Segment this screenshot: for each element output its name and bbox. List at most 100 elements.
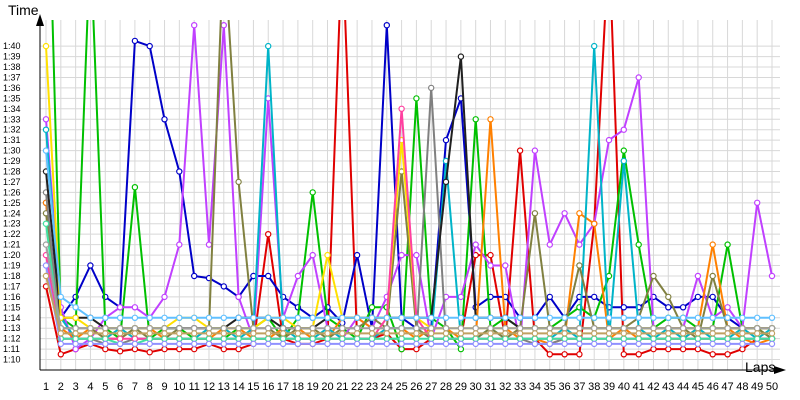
x-tick-label: 35: [544, 381, 556, 393]
data-point: [368, 340, 376, 348]
data-point: [146, 325, 153, 332]
data-point: [205, 335, 213, 342]
x-tick-label: 25: [395, 381, 407, 393]
data-point: [353, 314, 361, 321]
data-point: [190, 330, 198, 337]
data-point: [190, 22, 198, 29]
data-point: [754, 335, 761, 342]
data-point: [235, 340, 242, 348]
data-point: [324, 251, 331, 259]
data-point: [265, 325, 272, 332]
data-point: [635, 74, 642, 81]
data-point: [161, 330, 168, 337]
data-point: [561, 325, 568, 332]
data-point: [309, 189, 316, 196]
data-point: [561, 330, 568, 337]
data-point: [635, 330, 642, 337]
data-point: [87, 330, 94, 337]
data-point: [472, 330, 479, 337]
data-point: [161, 325, 168, 332]
x-tick-label: 27: [425, 381, 437, 393]
data-point: [724, 304, 731, 311]
y-tick-label: 1:26: [3, 187, 21, 197]
data-point: [620, 335, 628, 342]
data-point: [739, 330, 746, 337]
data-point: [754, 330, 761, 337]
data-point: [605, 136, 613, 144]
data-point: [57, 351, 65, 358]
data-point: [250, 325, 257, 332]
data-point: [502, 314, 509, 321]
data-point: [739, 325, 746, 332]
y-tick-label: 1:12: [3, 334, 21, 344]
x-tick-label: 45: [692, 381, 704, 393]
data-point: [131, 183, 139, 191]
data-point: [42, 42, 50, 50]
data-point: [576, 314, 583, 321]
data-point: [457, 335, 465, 342]
data-point: [546, 335, 554, 342]
data-point: [442, 335, 450, 342]
data-point: [694, 345, 702, 353]
data-point: [620, 126, 628, 133]
data-point: [487, 325, 494, 332]
data-point: [42, 241, 50, 248]
data-point: [265, 340, 272, 348]
data-point: [190, 340, 198, 348]
data-point: [190, 325, 198, 332]
data-point: [368, 314, 376, 321]
data-point: [591, 330, 598, 337]
x-tick-label: 43: [662, 381, 674, 393]
x-tick-label: 34: [529, 381, 541, 393]
data-point: [265, 272, 272, 280]
data-point: [146, 340, 153, 348]
data-point: [591, 335, 598, 342]
data-point: [176, 314, 183, 321]
data-point: [161, 345, 168, 353]
data-point: [546, 330, 554, 337]
data-point: [531, 340, 539, 348]
x-tick-label: 9: [161, 381, 167, 393]
data-point: [605, 330, 613, 337]
data-point: [57, 293, 65, 301]
data-point: [309, 330, 316, 337]
data-point: [102, 345, 109, 353]
data-point: [294, 335, 302, 342]
data-point: [116, 325, 124, 332]
x-tick-label: 2: [58, 381, 64, 393]
x-tick-labels: 1 2 3 4 5 6 7 8 9 10 11 12 13 14 15 16 17 18 19 20 21 22 23 24 2…: [43, 381, 778, 393]
data-point: [176, 345, 183, 353]
data-point: [472, 241, 479, 248]
y-tick-label: 1:14: [3, 313, 21, 323]
data-point: [190, 335, 198, 342]
data-point: [413, 251, 420, 259]
y-tick-label: 1:23: [3, 219, 21, 229]
data-point: [131, 304, 139, 311]
data-point: [116, 340, 124, 348]
data-point: [591, 340, 598, 348]
data-point: [650, 340, 657, 348]
data-point: [709, 351, 716, 358]
data-point: [709, 272, 716, 280]
data-point: [768, 314, 776, 321]
data-point: [220, 314, 227, 321]
y-tick-label: 1:10: [3, 355, 21, 365]
data-point: [442, 340, 450, 348]
x-tick-label: 14: [232, 381, 244, 393]
x-tick-label: 38: [588, 381, 600, 393]
data-point: [176, 330, 183, 337]
x-tick-label: 16: [262, 381, 274, 393]
data-point: [665, 314, 672, 321]
series: [42, 147, 776, 321]
data-point: [383, 330, 390, 337]
x-tick-label: 21: [336, 381, 348, 393]
data-point: [413, 335, 420, 342]
x-tick-label: 48: [736, 381, 748, 393]
data-point: [457, 293, 465, 301]
data-point: [353, 330, 361, 337]
data-point: [487, 262, 494, 269]
data-point: [650, 345, 657, 353]
data-point: [739, 345, 746, 353]
data-point: [724, 351, 731, 358]
data-point: [679, 330, 687, 337]
